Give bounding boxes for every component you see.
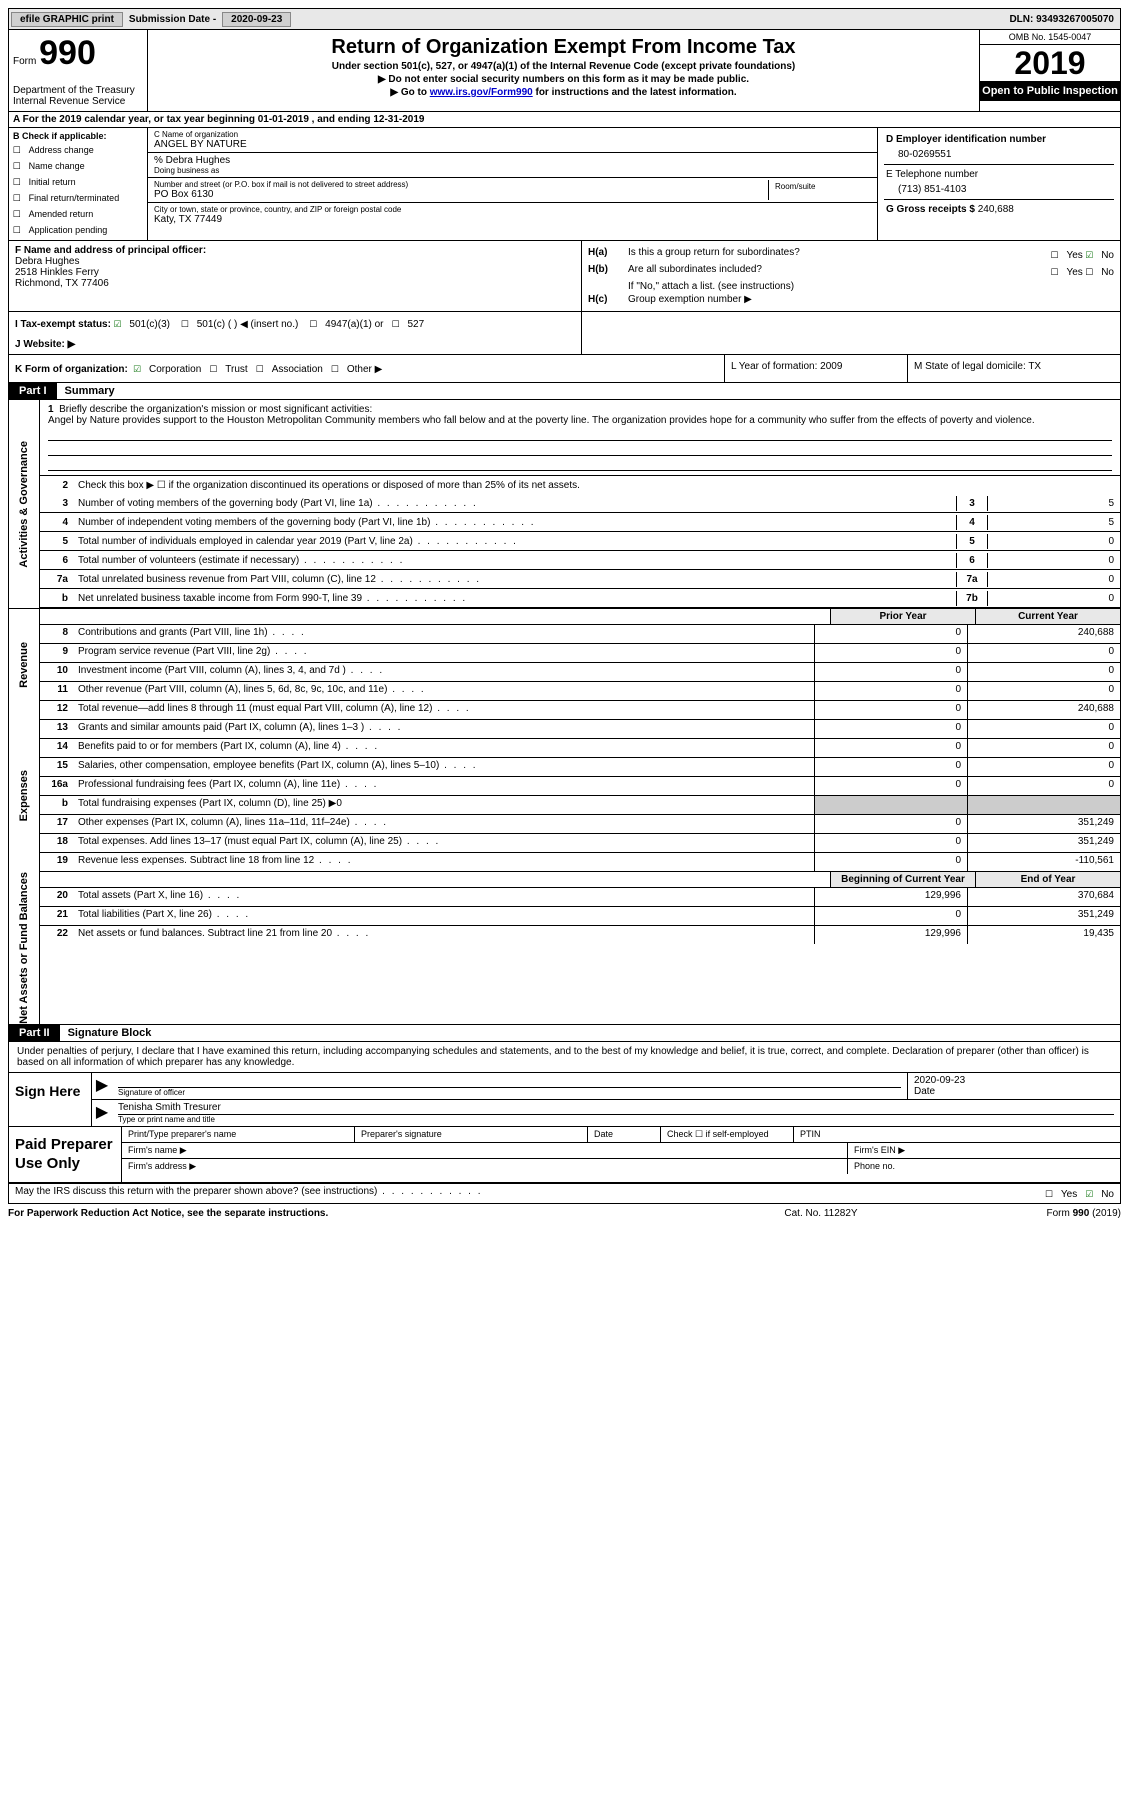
officer-name: Debra Hughes (15, 256, 575, 267)
expense-line: 17Other expenses (Part IX, column (A), l… (40, 815, 1120, 834)
city-state-zip: Katy, TX 77449 (154, 214, 871, 225)
col-end: End of Year (975, 872, 1120, 887)
col-beginning: Beginning of Current Year (830, 872, 975, 887)
officer-addr1: 2518 Hinkles Ferry (15, 267, 575, 278)
form-number: 990 (39, 34, 96, 72)
vtab-net-assets: Net Assets or Fund Balances (18, 872, 30, 1024)
preparer-block: Paid Preparer Use Only Print/Type prepar… (8, 1127, 1121, 1183)
omb-number: OMB No. 1545-0047 (980, 30, 1120, 45)
revenue-line: 12Total revenue—add lines 8 through 11 (… (40, 701, 1120, 720)
row-j: J Website: ▶ (8, 335, 1121, 354)
row-a-tax-year: A For the 2019 calendar year, or tax yea… (8, 112, 1121, 128)
section-governance: Activities & Governance 1 Briefly descri… (8, 400, 1121, 609)
expense-line: 15Salaries, other compensation, employee… (40, 758, 1120, 777)
section-net-assets: Net Assets or Fund Balances Beginning of… (8, 872, 1121, 1025)
balance-line: 20Total assets (Part X, line 16)129,9963… (40, 888, 1120, 907)
box-d: D Employer identification number 80-0269… (878, 128, 1120, 240)
block-fh: F Name and address of principal officer:… (8, 240, 1121, 311)
col-current-year: Current Year (975, 609, 1120, 624)
revenue-line: 11Other revenue (Part VIII, column (A), … (40, 682, 1120, 701)
tax-year: 2019 (980, 45, 1120, 81)
note-link: ▶ Go to www.irs.gov/Form990 for instruct… (156, 87, 971, 98)
efile-button[interactable]: efile GRAPHIC print (11, 12, 123, 27)
governance-line: 3Number of voting members of the governi… (40, 494, 1120, 513)
expense-line: 18Total expenses. Add lines 13–17 (must … (40, 834, 1120, 853)
state-domicile: M State of legal domicile: TX (907, 355, 1120, 382)
sign-here-label: Sign Here (9, 1073, 92, 1126)
open-to-public: Open to Public Inspection (980, 81, 1120, 101)
form-ref: Form 990 (2019) (921, 1208, 1121, 1219)
expense-line: bTotal fundraising expenses (Part IX, co… (40, 796, 1120, 815)
org-name: ANGEL BY NATURE (154, 139, 871, 150)
vtab-expenses: Expenses (18, 770, 30, 821)
section-expenses: Expenses 13Grants and similar amounts pa… (8, 720, 1121, 872)
officer-printed-name: Tenisha Smith Tresurer (118, 1102, 1114, 1115)
telephone: (713) 851-4103 (886, 180, 1112, 195)
paid-preparer-label: Paid Preparer Use Only (9, 1127, 122, 1182)
bottom-line: For Paperwork Reduction Act Notice, see … (8, 1204, 1121, 1223)
top-bar: efile GRAPHIC print Submission Date - 20… (8, 8, 1121, 30)
care-of: % Debra Hughes (154, 155, 871, 166)
box-f: F Name and address of principal officer:… (9, 241, 582, 311)
governance-line: 6Total number of volunteers (estimate if… (40, 551, 1120, 570)
sign-date: 2020-09-23 (914, 1075, 1114, 1086)
mission-description: Angel by Nature provides support to the … (48, 415, 1112, 426)
block-bcd: B Check if applicable: Address change Na… (8, 128, 1121, 240)
box-c: C Name of organization ANGEL BY NATURE %… (148, 128, 878, 240)
expense-line: 16aProfessional fundraising fees (Part I… (40, 777, 1120, 796)
box-b: B Check if applicable: Address change Na… (9, 128, 148, 240)
submission-label: Submission Date - (125, 14, 220, 25)
discuss-row: May the IRS discuss this return with the… (8, 1183, 1121, 1204)
sign-arrow-icon: ▶ (92, 1100, 112, 1126)
declaration: Under penalties of perjury, I declare th… (8, 1042, 1121, 1073)
expense-line: 14Benefits paid to or for members (Part … (40, 739, 1120, 758)
revenue-line: 10Investment income (Part VIII, column (… (40, 663, 1120, 682)
row-i: I Tax-exempt status: 501(c)(3) 501(c) ( … (8, 311, 1121, 335)
governance-line: 5Total number of individuals employed in… (40, 532, 1120, 551)
revenue-line: 9Program service revenue (Part VIII, lin… (40, 644, 1120, 663)
balance-line: 22Net assets or fund balances. Subtract … (40, 926, 1120, 944)
row-k: K Form of organization: Corporation Trus… (8, 354, 1121, 383)
balance-line: 21Total liabilities (Part X, line 26)035… (40, 907, 1120, 926)
catalog-number: Cat. No. 11282Y (721, 1208, 921, 1219)
form-subtitle: Under section 501(c), 527, or 4947(a)(1)… (156, 61, 971, 72)
vtab-governance: Activities & Governance (18, 441, 30, 568)
gross-receipts: 240,688 (978, 204, 1014, 215)
expense-line: 13Grants and similar amounts paid (Part … (40, 720, 1120, 739)
sign-block: Sign Here ▶ Signature of officer 2020-09… (8, 1073, 1121, 1127)
form-word: Form (13, 56, 36, 67)
form-header: Form 990 Department of the Treasury Inte… (8, 30, 1121, 112)
dln: DLN: 93493267005070 (1009, 14, 1120, 25)
sign-arrow-icon: ▶ (92, 1073, 112, 1099)
street-address: PO Box 6130 (154, 189, 768, 200)
ein: 80-0269551 (886, 145, 1112, 160)
submission-date: 2020-09-23 (222, 12, 291, 27)
year-formation: L Year of formation: 2009 (724, 355, 907, 382)
form-title: Return of Organization Exempt From Incom… (156, 36, 971, 59)
paperwork-notice: For Paperwork Reduction Act Notice, see … (8, 1208, 721, 1219)
col-prior-year: Prior Year (830, 609, 975, 624)
part-i-header: Part I Summary (8, 383, 1121, 400)
officer-addr2: Richmond, TX 77406 (15, 278, 575, 289)
governance-line: 4Number of independent voting members of… (40, 513, 1120, 532)
form990-link[interactable]: www.irs.gov/Form990 (430, 87, 533, 98)
department: Department of the Treasury Internal Reve… (13, 85, 143, 107)
governance-line: bNet unrelated business taxable income f… (40, 589, 1120, 608)
section-revenue: Revenue Prior Year Current Year 8Contrib… (8, 609, 1121, 720)
expense-line: 19Revenue less expenses. Subtract line 1… (40, 853, 1120, 872)
vtab-revenue: Revenue (18, 642, 30, 688)
revenue-line: 8Contributions and grants (Part VIII, li… (40, 625, 1120, 644)
note-ssn: ▶ Do not enter social security numbers o… (156, 74, 971, 85)
governance-line: 7aTotal unrelated business revenue from … (40, 570, 1120, 589)
box-h: H(a) Is this a group return for subordin… (582, 241, 1120, 311)
part-ii-header: Part II Signature Block (8, 1025, 1121, 1042)
